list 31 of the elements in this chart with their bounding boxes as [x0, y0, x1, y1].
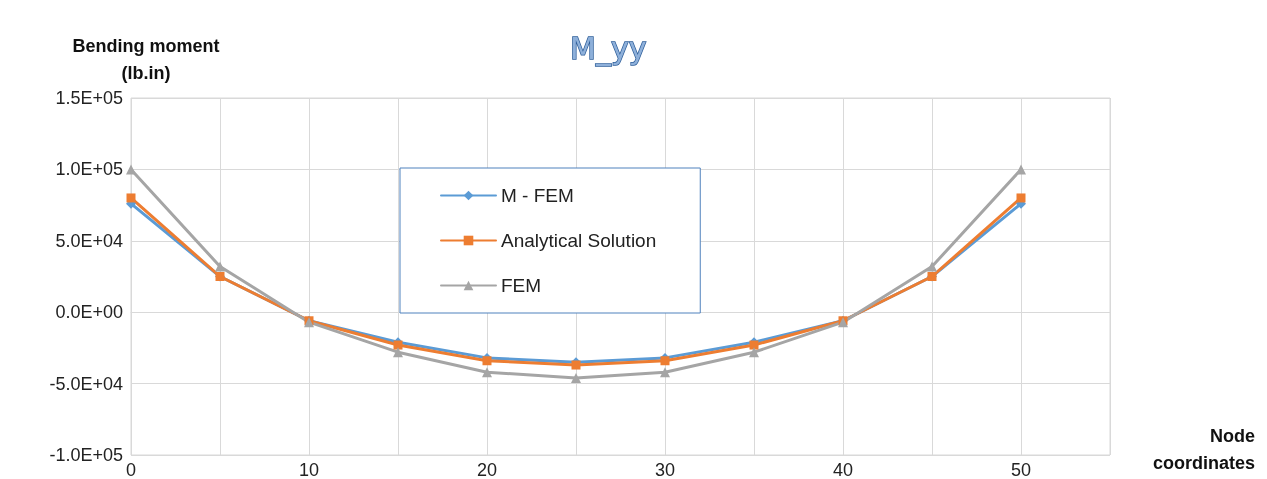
point: [482, 367, 492, 378]
x-tick-label: 20: [476, 460, 498, 479]
point: [749, 347, 759, 358]
y-tick-label: 1.5E+05: [55, 88, 123, 108]
y-axis-title: Bending moment (lb.in): [72, 35, 220, 83]
legend-label: Analytical Solution: [501, 230, 657, 251]
x-tick-label: 50: [1010, 460, 1032, 479]
point: [1016, 193, 1026, 203]
y-tick-label: 0.0E+00: [55, 302, 123, 323]
y-tick-label: -5.0E+04: [49, 373, 123, 394]
y-tick-label: 1.0E+05: [55, 159, 123, 180]
point: [660, 356, 670, 366]
point: [126, 193, 136, 203]
point: [660, 367, 670, 378]
legend-label: M - FEM: [501, 185, 574, 206]
y-tick-label: -1.0E+05: [49, 445, 123, 465]
x-tick-label: 10: [298, 460, 320, 479]
point: [571, 372, 581, 383]
chart-title: M_yy: [570, 30, 647, 66]
point: [393, 347, 403, 358]
point: [126, 164, 136, 175]
x-tick-label: 40: [832, 460, 854, 479]
legend-label: FEM: [501, 275, 542, 296]
point: [215, 261, 225, 272]
point: [927, 261, 937, 272]
y-tick-label: 5.0E+04: [55, 230, 123, 251]
x-tick-label: 0: [125, 460, 137, 479]
x-tick-label: 30: [654, 460, 676, 479]
point: [482, 356, 492, 366]
point: [1016, 164, 1026, 175]
x-axis-title: Node coordinates: [1152, 425, 1255, 473]
